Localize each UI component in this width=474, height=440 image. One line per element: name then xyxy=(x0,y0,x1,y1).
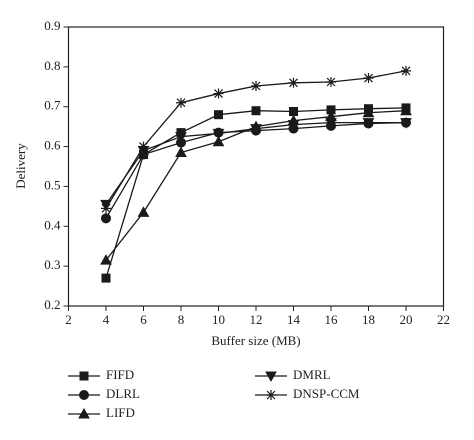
x-tick-label: 18 xyxy=(362,312,375,327)
y-tick-label: 0.7 xyxy=(44,98,61,113)
legend-label: DNSP-CCM xyxy=(293,386,360,401)
marker xyxy=(326,77,336,88)
marker xyxy=(250,124,262,135)
x-tick-label: 22 xyxy=(437,312,450,327)
legend-label: LIFD xyxy=(106,405,135,420)
marker xyxy=(101,273,111,283)
y-tick-label: 0.4 xyxy=(44,217,61,232)
marker xyxy=(101,203,111,214)
marker xyxy=(176,97,186,108)
marker xyxy=(175,146,187,158)
marker xyxy=(212,128,225,140)
x-tick-label: 6 xyxy=(140,312,147,327)
marker xyxy=(362,118,375,129)
legend-marker xyxy=(265,371,277,383)
marker xyxy=(289,106,298,116)
marker xyxy=(400,118,412,129)
legend-label: FIFD xyxy=(106,367,134,382)
marker xyxy=(362,106,375,118)
y-tick-label: 0.8 xyxy=(44,58,60,73)
legend-marker xyxy=(266,390,276,400)
marker xyxy=(138,141,149,152)
legend-label: DLRL xyxy=(106,386,140,401)
x-tick-label: 12 xyxy=(250,312,263,327)
x-tick-label: 10 xyxy=(212,312,225,327)
plot-frame xyxy=(67,26,445,307)
legend-label: DMRL xyxy=(293,367,331,382)
marker xyxy=(137,206,150,217)
marker xyxy=(251,106,261,116)
legend-marker xyxy=(78,407,90,419)
x-tick-label: 14 xyxy=(287,312,301,327)
legend-marker xyxy=(79,390,89,400)
y-tick-label: 0.2 xyxy=(44,297,60,312)
marker xyxy=(363,73,374,84)
marker xyxy=(212,135,225,147)
marker xyxy=(213,88,224,99)
y-tick-label: 0.9 xyxy=(44,18,60,33)
series-line xyxy=(105,70,407,209)
legend-marker xyxy=(79,371,89,381)
marker xyxy=(214,110,223,120)
y-axis-label: Delivery xyxy=(13,143,28,189)
marker xyxy=(325,118,337,129)
y-tick-label: 0.3 xyxy=(44,257,60,272)
y-tick-label: 0.6 xyxy=(44,138,61,153)
marker xyxy=(101,213,111,224)
y-tick-label: 0.5 xyxy=(44,177,60,192)
marker xyxy=(100,254,112,265)
x-tick-label: 16 xyxy=(325,312,339,327)
marker xyxy=(288,77,299,88)
marker xyxy=(175,132,187,143)
x-tick-label: 4 xyxy=(103,312,110,327)
marker xyxy=(287,120,300,131)
x-tick-label: 8 xyxy=(178,312,185,327)
marker xyxy=(401,65,411,76)
marker xyxy=(400,104,412,116)
x-tick-label: 2 xyxy=(65,312,72,327)
marker xyxy=(251,80,261,91)
x-axis-label: Buffer size (MB) xyxy=(211,333,300,348)
x-tick-label: 20 xyxy=(400,312,413,327)
